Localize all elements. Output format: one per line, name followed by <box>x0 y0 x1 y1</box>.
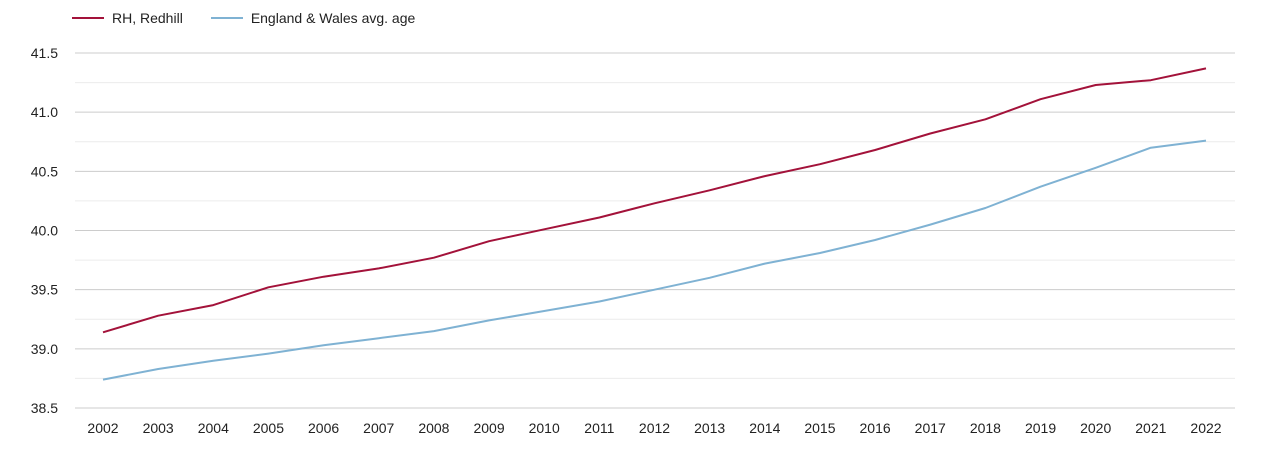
data-point[interactable] <box>210 302 216 308</box>
data-point[interactable] <box>265 284 271 290</box>
x-tick-label: 2016 <box>860 420 891 436</box>
y-tick-label: 40.5 <box>31 163 58 179</box>
data-point[interactable] <box>1203 138 1209 144</box>
x-tick-label: 2014 <box>749 420 780 436</box>
data-point[interactable] <box>486 238 492 244</box>
x-tick-label: 2005 <box>253 420 284 436</box>
data-point[interactable] <box>817 250 823 256</box>
x-tick-label: 2009 <box>473 420 504 436</box>
data-point[interactable] <box>1148 77 1154 83</box>
x-tick-label: 2011 <box>584 420 614 436</box>
data-point[interactable] <box>100 377 106 383</box>
y-tick-label: 39.0 <box>31 341 58 357</box>
x-tick-label: 2018 <box>970 420 1001 436</box>
series-line-0[interactable] <box>102 67 1207 334</box>
x-tick-label: 2012 <box>639 420 670 436</box>
x-tick-label: 2007 <box>363 420 394 436</box>
x-tick-label: 2019 <box>1025 420 1056 436</box>
y-tick-label: 39.5 <box>31 282 58 298</box>
data-point[interactable] <box>100 329 106 335</box>
data-point[interactable] <box>596 214 602 220</box>
data-point[interactable] <box>1093 82 1099 88</box>
data-point[interactable] <box>541 226 547 232</box>
x-tick-label: 2004 <box>198 420 229 436</box>
data-point[interactable] <box>265 351 271 357</box>
y-tick-label: 38.5 <box>31 400 58 416</box>
data-point[interactable] <box>762 261 768 267</box>
data-point[interactable] <box>927 222 933 228</box>
legend-label-england-wales: England & Wales avg. age <box>250 10 416 26</box>
data-point[interactable] <box>1148 145 1154 151</box>
y-tick-label: 40.0 <box>31 223 58 239</box>
data-point[interactable] <box>1038 96 1044 102</box>
data-point[interactable] <box>431 328 437 334</box>
x-tick-label: 2003 <box>143 420 174 436</box>
data-point[interactable] <box>982 116 988 122</box>
data-point[interactable] <box>1203 65 1209 71</box>
x-tick-label: 2017 <box>915 420 946 436</box>
data-point[interactable] <box>155 366 161 372</box>
data-point[interactable] <box>652 287 658 293</box>
data-point[interactable] <box>762 173 768 179</box>
data-point[interactable] <box>927 130 933 136</box>
x-tick-label: 2002 <box>87 420 118 436</box>
data-point[interactable] <box>872 237 878 243</box>
y-tick-label: 41.5 <box>31 45 58 61</box>
x-tick-label: 2010 <box>529 420 560 436</box>
data-point[interactable] <box>541 308 547 314</box>
legend-label-redhill: RH, Redhill <box>112 10 183 26</box>
data-point[interactable] <box>376 335 382 341</box>
data-point[interactable] <box>1093 165 1099 171</box>
data-point[interactable] <box>596 299 602 305</box>
x-tick-label: 2013 <box>694 420 725 436</box>
data-point[interactable] <box>652 200 658 206</box>
x-tick-label: 2021 <box>1135 420 1166 436</box>
legend-swatch-redhill <box>72 17 104 19</box>
data-point[interactable] <box>817 161 823 167</box>
legend-swatch-england-wales <box>210 17 243 19</box>
x-tick-label: 2020 <box>1080 420 1111 436</box>
x-tick-label: 2006 <box>308 420 339 436</box>
data-point[interactable] <box>982 205 988 211</box>
data-point[interactable] <box>1038 184 1044 190</box>
x-tick-label: 2008 <box>418 420 449 436</box>
data-point[interactable] <box>872 147 878 153</box>
data-point[interactable] <box>486 317 492 323</box>
legend-item-redhill[interactable]: RH, Redhill <box>72 10 183 26</box>
legend: RH, Redhill England & Wales avg. age <box>72 10 415 26</box>
y-tick-label: 41.0 <box>31 104 58 120</box>
data-point[interactable] <box>321 274 327 280</box>
data-point[interactable] <box>321 342 327 348</box>
series-line-1[interactable] <box>102 139 1207 381</box>
data-point[interactable] <box>210 358 216 364</box>
data-point[interactable] <box>707 187 713 193</box>
legend-item-england-wales[interactable]: England & Wales avg. age <box>210 10 416 26</box>
data-point[interactable] <box>376 265 382 271</box>
data-point[interactable] <box>155 313 161 319</box>
x-tick-label: 2022 <box>1190 420 1221 436</box>
data-point[interactable] <box>431 255 437 261</box>
x-tick-label: 2015 <box>804 420 835 436</box>
data-point[interactable] <box>707 275 713 281</box>
